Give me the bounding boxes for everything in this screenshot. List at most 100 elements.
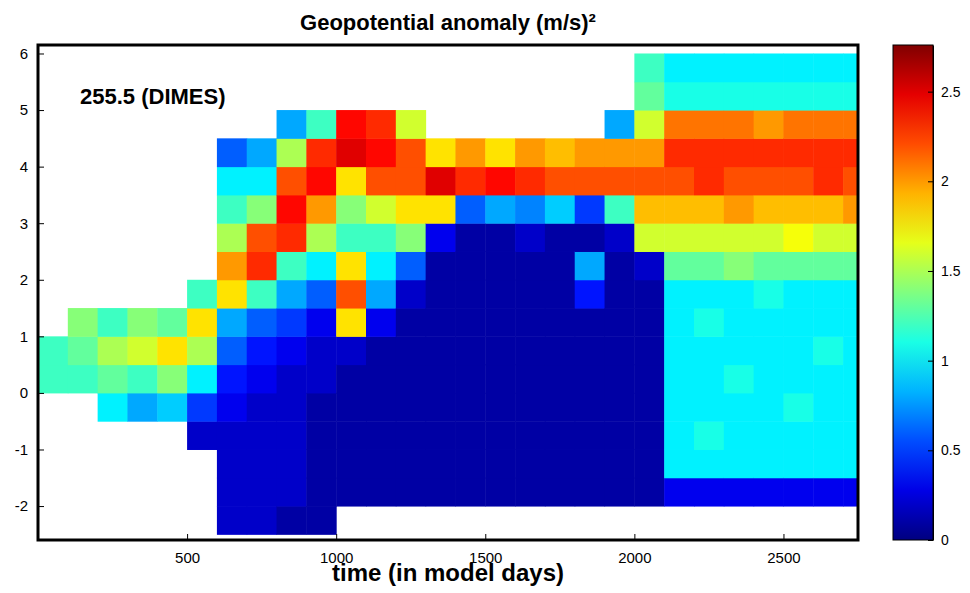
heatmap-cell — [217, 280, 247, 309]
heatmap-cell — [306, 449, 336, 478]
heatmap-cell — [813, 195, 843, 224]
heatmap-cell — [366, 421, 396, 450]
heatmap-cell — [664, 223, 694, 252]
heatmap-cell — [813, 251, 843, 280]
heatmap-cell — [754, 167, 784, 196]
annotation: 255.5 (DIMES) — [80, 84, 226, 109]
heatmap-cell — [396, 167, 426, 196]
heatmap-cell — [485, 167, 515, 196]
heatmap-cell — [694, 138, 724, 167]
heatmap-cell — [217, 365, 247, 394]
heatmap-cell — [247, 280, 277, 309]
heatmap-cell — [515, 365, 545, 394]
heatmap-cell — [575, 138, 605, 167]
heatmap-cell — [783, 110, 813, 139]
heatmap-cell — [634, 82, 664, 111]
heatmap-cell — [485, 336, 515, 365]
heatmap-cell — [277, 251, 307, 280]
heatmap-cell — [515, 421, 545, 450]
heatmap-cell — [634, 308, 664, 337]
tick-label: 2000 — [618, 549, 651, 566]
heatmap-cell — [277, 365, 307, 394]
heatmap-cell — [575, 167, 605, 196]
chart-title: Geopotential anomaly (m/s)² — [300, 10, 596, 35]
heatmap-cell — [724, 195, 754, 224]
heatmap-cell — [843, 478, 858, 507]
tick: 1 — [20, 328, 44, 345]
heatmap-cell — [336, 478, 366, 507]
heatmap-cell — [396, 195, 426, 224]
tick-mark — [38, 280, 44, 281]
heatmap-cell — [366, 195, 396, 224]
heatmap-cell — [843, 167, 858, 196]
heatmap-cell — [455, 195, 485, 224]
heatmap-cell — [783, 421, 813, 450]
heatmap-cell — [277, 280, 307, 309]
heatmap-cell — [575, 449, 605, 478]
heatmap-cell — [724, 449, 754, 478]
heatmap-cell — [515, 138, 545, 167]
heatmap-cell — [783, 53, 813, 82]
heatmap-cell — [724, 82, 754, 111]
heatmap-cell — [485, 280, 515, 309]
y-axis: -2-10123456 — [15, 45, 44, 541]
heatmap-cell — [813, 478, 843, 507]
heatmap-cell — [575, 478, 605, 507]
heatmap-cell — [575, 251, 605, 280]
tick-mark — [783, 534, 784, 540]
heatmap-cell — [277, 421, 307, 450]
tick-mark — [928, 540, 933, 541]
heatmap-cell — [843, 421, 858, 450]
heatmap-cell — [754, 393, 784, 422]
heatmap-cell — [426, 308, 456, 337]
heatmap-cell — [306, 421, 336, 450]
heatmap-cell — [455, 167, 485, 196]
tick: 6 — [20, 45, 44, 62]
heatmap-cell — [485, 308, 515, 337]
heatmap-cell — [187, 365, 217, 394]
heatmap-cell — [545, 251, 575, 280]
heatmap-cell — [664, 336, 694, 365]
heatmap-cell — [396, 251, 426, 280]
heatmap-cell — [157, 308, 187, 337]
heatmap-cell — [843, 336, 858, 365]
tick: 3 — [20, 215, 44, 232]
heatmap-cell — [366, 110, 396, 139]
heatmap-cell — [754, 478, 784, 507]
heatmap-cell — [98, 336, 128, 365]
heatmap-cell — [545, 421, 575, 450]
heatmap-cell — [545, 336, 575, 365]
heatmap-cell — [634, 110, 664, 139]
heatmap-cell — [277, 167, 307, 196]
heatmap-cell — [306, 280, 336, 309]
tick-mark — [187, 534, 188, 540]
heatmap-cell — [515, 449, 545, 478]
heatmap-cell — [694, 280, 724, 309]
heatmap-cell — [426, 393, 456, 422]
heatmap-cell — [545, 167, 575, 196]
heatmap-cell — [127, 336, 157, 365]
heatmap-cell — [783, 167, 813, 196]
heatmap-cell — [68, 365, 98, 394]
heatmap-cell — [664, 478, 694, 507]
heatmap-cell — [217, 393, 247, 422]
heatmap-cell — [694, 195, 724, 224]
heatmap-cell — [336, 336, 366, 365]
tick-mark — [336, 534, 337, 540]
tick: 0 — [20, 384, 44, 401]
tick-label: 4 — [20, 158, 28, 175]
heatmap-cell — [38, 365, 68, 394]
tick: 2 — [20, 271, 44, 288]
heatmap-cell — [336, 195, 366, 224]
heatmap-cell — [396, 280, 426, 309]
heatmap-cell — [783, 195, 813, 224]
heatmap-cell — [455, 251, 485, 280]
heatmap-cell — [426, 365, 456, 394]
heatmap-cell — [366, 478, 396, 507]
heatmap-cell — [396, 449, 426, 478]
heatmap-cell — [187, 280, 217, 309]
heatmap-cell — [515, 167, 545, 196]
heatmap-cell — [724, 251, 754, 280]
heatmap-cell — [813, 421, 843, 450]
heatmap-cell — [455, 478, 485, 507]
